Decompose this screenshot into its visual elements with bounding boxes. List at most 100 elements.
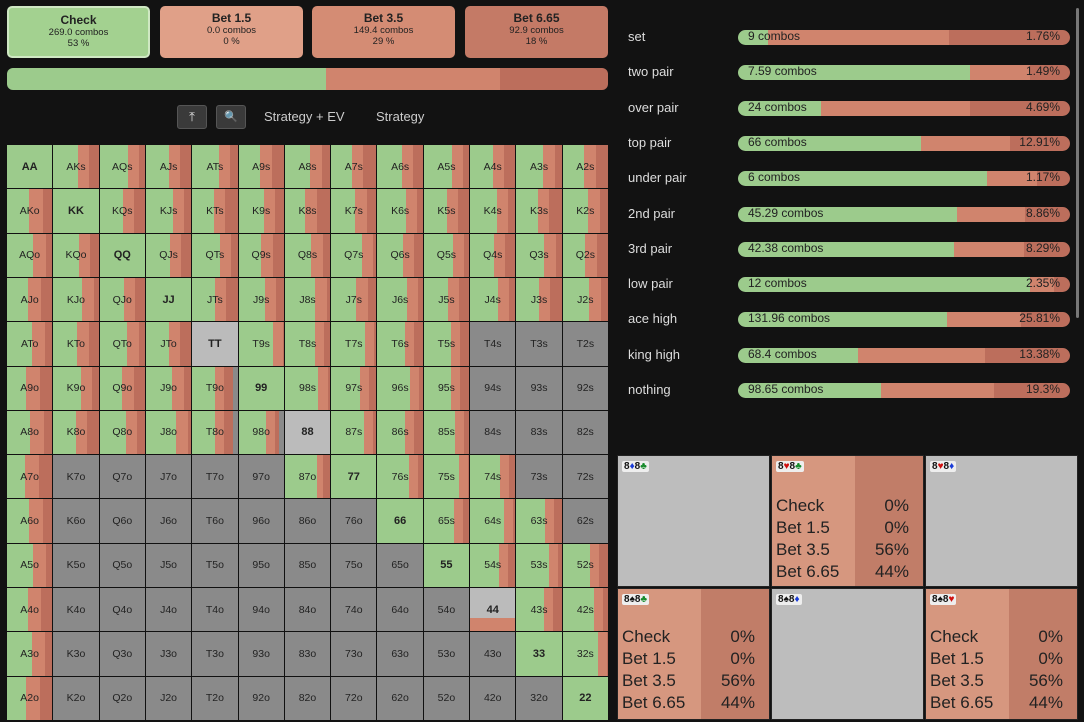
hand-cell-98s[interactable]: 98s: [284, 366, 331, 410]
hand-cell-J2s[interactable]: J2s: [562, 277, 608, 322]
hand-cell-A6o[interactable]: A6o: [7, 499, 53, 543]
hand-cell-KK[interactable]: KK: [53, 189, 99, 233]
hand-cell-85s[interactable]: 85s: [423, 410, 470, 455]
hand-cell-96s[interactable]: 96s: [377, 366, 423, 410]
hand-cell-K2s[interactable]: K2s: [562, 189, 608, 233]
hand-cell-QTs[interactable]: QTs: [192, 233, 238, 277]
hand-cell-A3o[interactable]: A3o: [7, 632, 53, 676]
hand-cell-A8s[interactable]: A8s: [284, 145, 331, 189]
hand-cell-63o[interactable]: 63o: [377, 632, 423, 676]
hand-cell-A9s[interactable]: A9s: [238, 145, 284, 189]
category-3rd-pair[interactable]: 3rd pair: [628, 240, 673, 256]
hand-cell-Q3o[interactable]: Q3o: [99, 632, 145, 676]
category-nothing[interactable]: nothing: [628, 382, 671, 397]
hand-cell-ATo[interactable]: ATo: [7, 322, 53, 366]
hand-cell-A4o[interactable]: A4o: [7, 588, 53, 632]
hand-cell-KJs[interactable]: KJs: [145, 189, 192, 233]
hand-cell-A9o[interactable]: A9o: [7, 366, 53, 410]
hand-cell-Q9o[interactable]: Q9o: [99, 366, 145, 410]
hand-cell-K7o[interactable]: K7o: [53, 455, 99, 499]
hand-cell-K4o[interactable]: K4o: [53, 588, 99, 632]
hand-cell-T3o[interactable]: T3o: [192, 632, 238, 676]
hand-cell-J8s[interactable]: J8s: [284, 277, 331, 322]
hand-cell-K4s[interactable]: K4s: [470, 189, 516, 233]
hand-cell-J6o[interactable]: J6o: [145, 499, 192, 543]
hand-cell-K5o[interactable]: K5o: [53, 543, 99, 588]
hand-cell-74s[interactable]: 74s: [470, 455, 516, 499]
hand-cell-KTs[interactable]: KTs: [192, 189, 238, 233]
hand-cell-64s[interactable]: 64s: [470, 499, 516, 543]
combo-card[interactable]: 8♠8♣ Check 0% Bet 1.5 0% Bet 3.5 56% Bet 6.65 44…: [617, 588, 770, 720]
hand-cell-32o[interactable]: 32o: [516, 676, 562, 720]
hand-cell-J6s[interactable]: J6s: [377, 277, 423, 322]
combo-card[interactable]: 8♥8♣ Check 0% Bet 1.5 0% Bet 3.5 56% Bet 6.65 44…: [771, 455, 924, 587]
hand-cell-93s[interactable]: 93s: [516, 366, 562, 410]
hand-cell-A3s[interactable]: A3s: [516, 145, 562, 189]
hand-cell-94s[interactable]: 94s: [470, 366, 516, 410]
hand-cell-QQ[interactable]: QQ: [99, 233, 145, 277]
hand-cell-43o[interactable]: 43o: [470, 632, 516, 676]
hand-cell-J9o[interactable]: J9o: [145, 366, 192, 410]
category-top-pair[interactable]: top pair: [628, 134, 672, 150]
hand-cell-J7s[interactable]: J7s: [331, 277, 377, 322]
hand-cell-JTo[interactable]: JTo: [145, 322, 192, 366]
hand-cell-Q3s[interactable]: Q3s: [516, 233, 562, 277]
hand-cell-K6s[interactable]: K6s: [377, 189, 423, 233]
hand-cell-84s[interactable]: 84s: [470, 410, 516, 455]
hand-cell-AKs[interactable]: AKs: [53, 145, 99, 189]
hand-cell-KQo[interactable]: KQo: [53, 233, 99, 277]
hand-cell-83o[interactable]: 83o: [284, 632, 331, 676]
hand-cell-A5o[interactable]: A5o: [7, 543, 53, 588]
hand-cell-K3o[interactable]: K3o: [53, 632, 99, 676]
hand-cell-JJ[interactable]: JJ: [145, 277, 192, 322]
hand-cell-J5o[interactable]: J5o: [145, 543, 192, 588]
hand-cell-AJo[interactable]: AJo: [7, 277, 53, 322]
hand-cell-T8o[interactable]: T8o: [192, 410, 238, 455]
hand-cell-98o[interactable]: 98o: [238, 410, 284, 455]
action-bet-6-65[interactable]: Bet 6.65 92.9 combos 18 %: [465, 6, 608, 58]
hand-cell-82s[interactable]: 82s: [562, 410, 608, 455]
action-check[interactable]: Check 269.0 combos 53 %: [7, 6, 150, 58]
hand-cell-AA[interactable]: AA: [7, 145, 53, 189]
hand-cell-A7o[interactable]: A7o: [7, 455, 53, 499]
hand-cell-84o[interactable]: 84o: [284, 588, 331, 632]
hand-cell-52o[interactable]: 52o: [423, 676, 470, 720]
action-bet-1-5[interactable]: Bet 1.5 0.0 combos 0 %: [160, 6, 303, 58]
hand-cell-A5s[interactable]: A5s: [423, 145, 470, 189]
hand-cell-QTo[interactable]: QTo: [99, 322, 145, 366]
tab-strategy[interactable]: Strategy: [376, 109, 425, 124]
hand-cell-Q4s[interactable]: Q4s: [470, 233, 516, 277]
hand-cell-JTs[interactable]: JTs: [192, 277, 238, 322]
hand-cell-QJs[interactable]: QJs: [145, 233, 192, 277]
hand-cell-AJs[interactable]: AJs: [145, 145, 192, 189]
hand-cell-63s[interactable]: 63s: [516, 499, 562, 543]
hand-cell-T7o[interactable]: T7o: [192, 455, 238, 499]
hand-cell-53s[interactable]: 53s: [516, 543, 562, 588]
hand-cell-KJo[interactable]: KJo: [53, 277, 99, 322]
category-king-high[interactable]: king high: [628, 346, 681, 362]
hand-cell-72o[interactable]: 72o: [331, 676, 377, 720]
hand-cell-K8s[interactable]: K8s: [284, 189, 331, 233]
combo-card[interactable]: 8♠8♦: [771, 588, 924, 720]
hand-cell-A2o[interactable]: A2o: [7, 676, 53, 720]
hand-cell-T4o[interactable]: T4o: [192, 588, 238, 632]
hand-cell-Q5o[interactable]: Q5o: [99, 543, 145, 588]
hand-cell-T5s[interactable]: T5s: [423, 322, 470, 366]
hand-cell-42o[interactable]: 42o: [470, 676, 516, 720]
hand-cell-Q4o[interactable]: Q4o: [99, 588, 145, 632]
hand-cell-AQs[interactable]: AQs: [99, 145, 145, 189]
hand-cell-K9o[interactable]: K9o: [53, 366, 99, 410]
hand-cell-66[interactable]: 66: [377, 499, 423, 543]
combo-card[interactable]: 8♠8♥ Check 0% Bet 1.5 0% Bet 3.5 56% Bet 6.65 44…: [925, 588, 1078, 720]
hand-cell-74o[interactable]: 74o: [331, 588, 377, 632]
hand-cell-55[interactable]: 55: [423, 543, 470, 588]
category-low-pair[interactable]: low pair: [628, 276, 673, 292]
hand-cell-75o[interactable]: 75o: [331, 543, 377, 588]
hand-cell-T4s[interactable]: T4s: [470, 322, 516, 366]
hand-cell-J2o[interactable]: J2o: [145, 676, 192, 720]
hand-cell-J9s[interactable]: J9s: [238, 277, 284, 322]
hand-cell-A4s[interactable]: A4s: [470, 145, 516, 189]
hand-cell-Q6s[interactable]: Q6s: [377, 233, 423, 277]
hand-cell-62o[interactable]: 62o: [377, 676, 423, 720]
hand-cell-Q7o[interactable]: Q7o: [99, 455, 145, 499]
